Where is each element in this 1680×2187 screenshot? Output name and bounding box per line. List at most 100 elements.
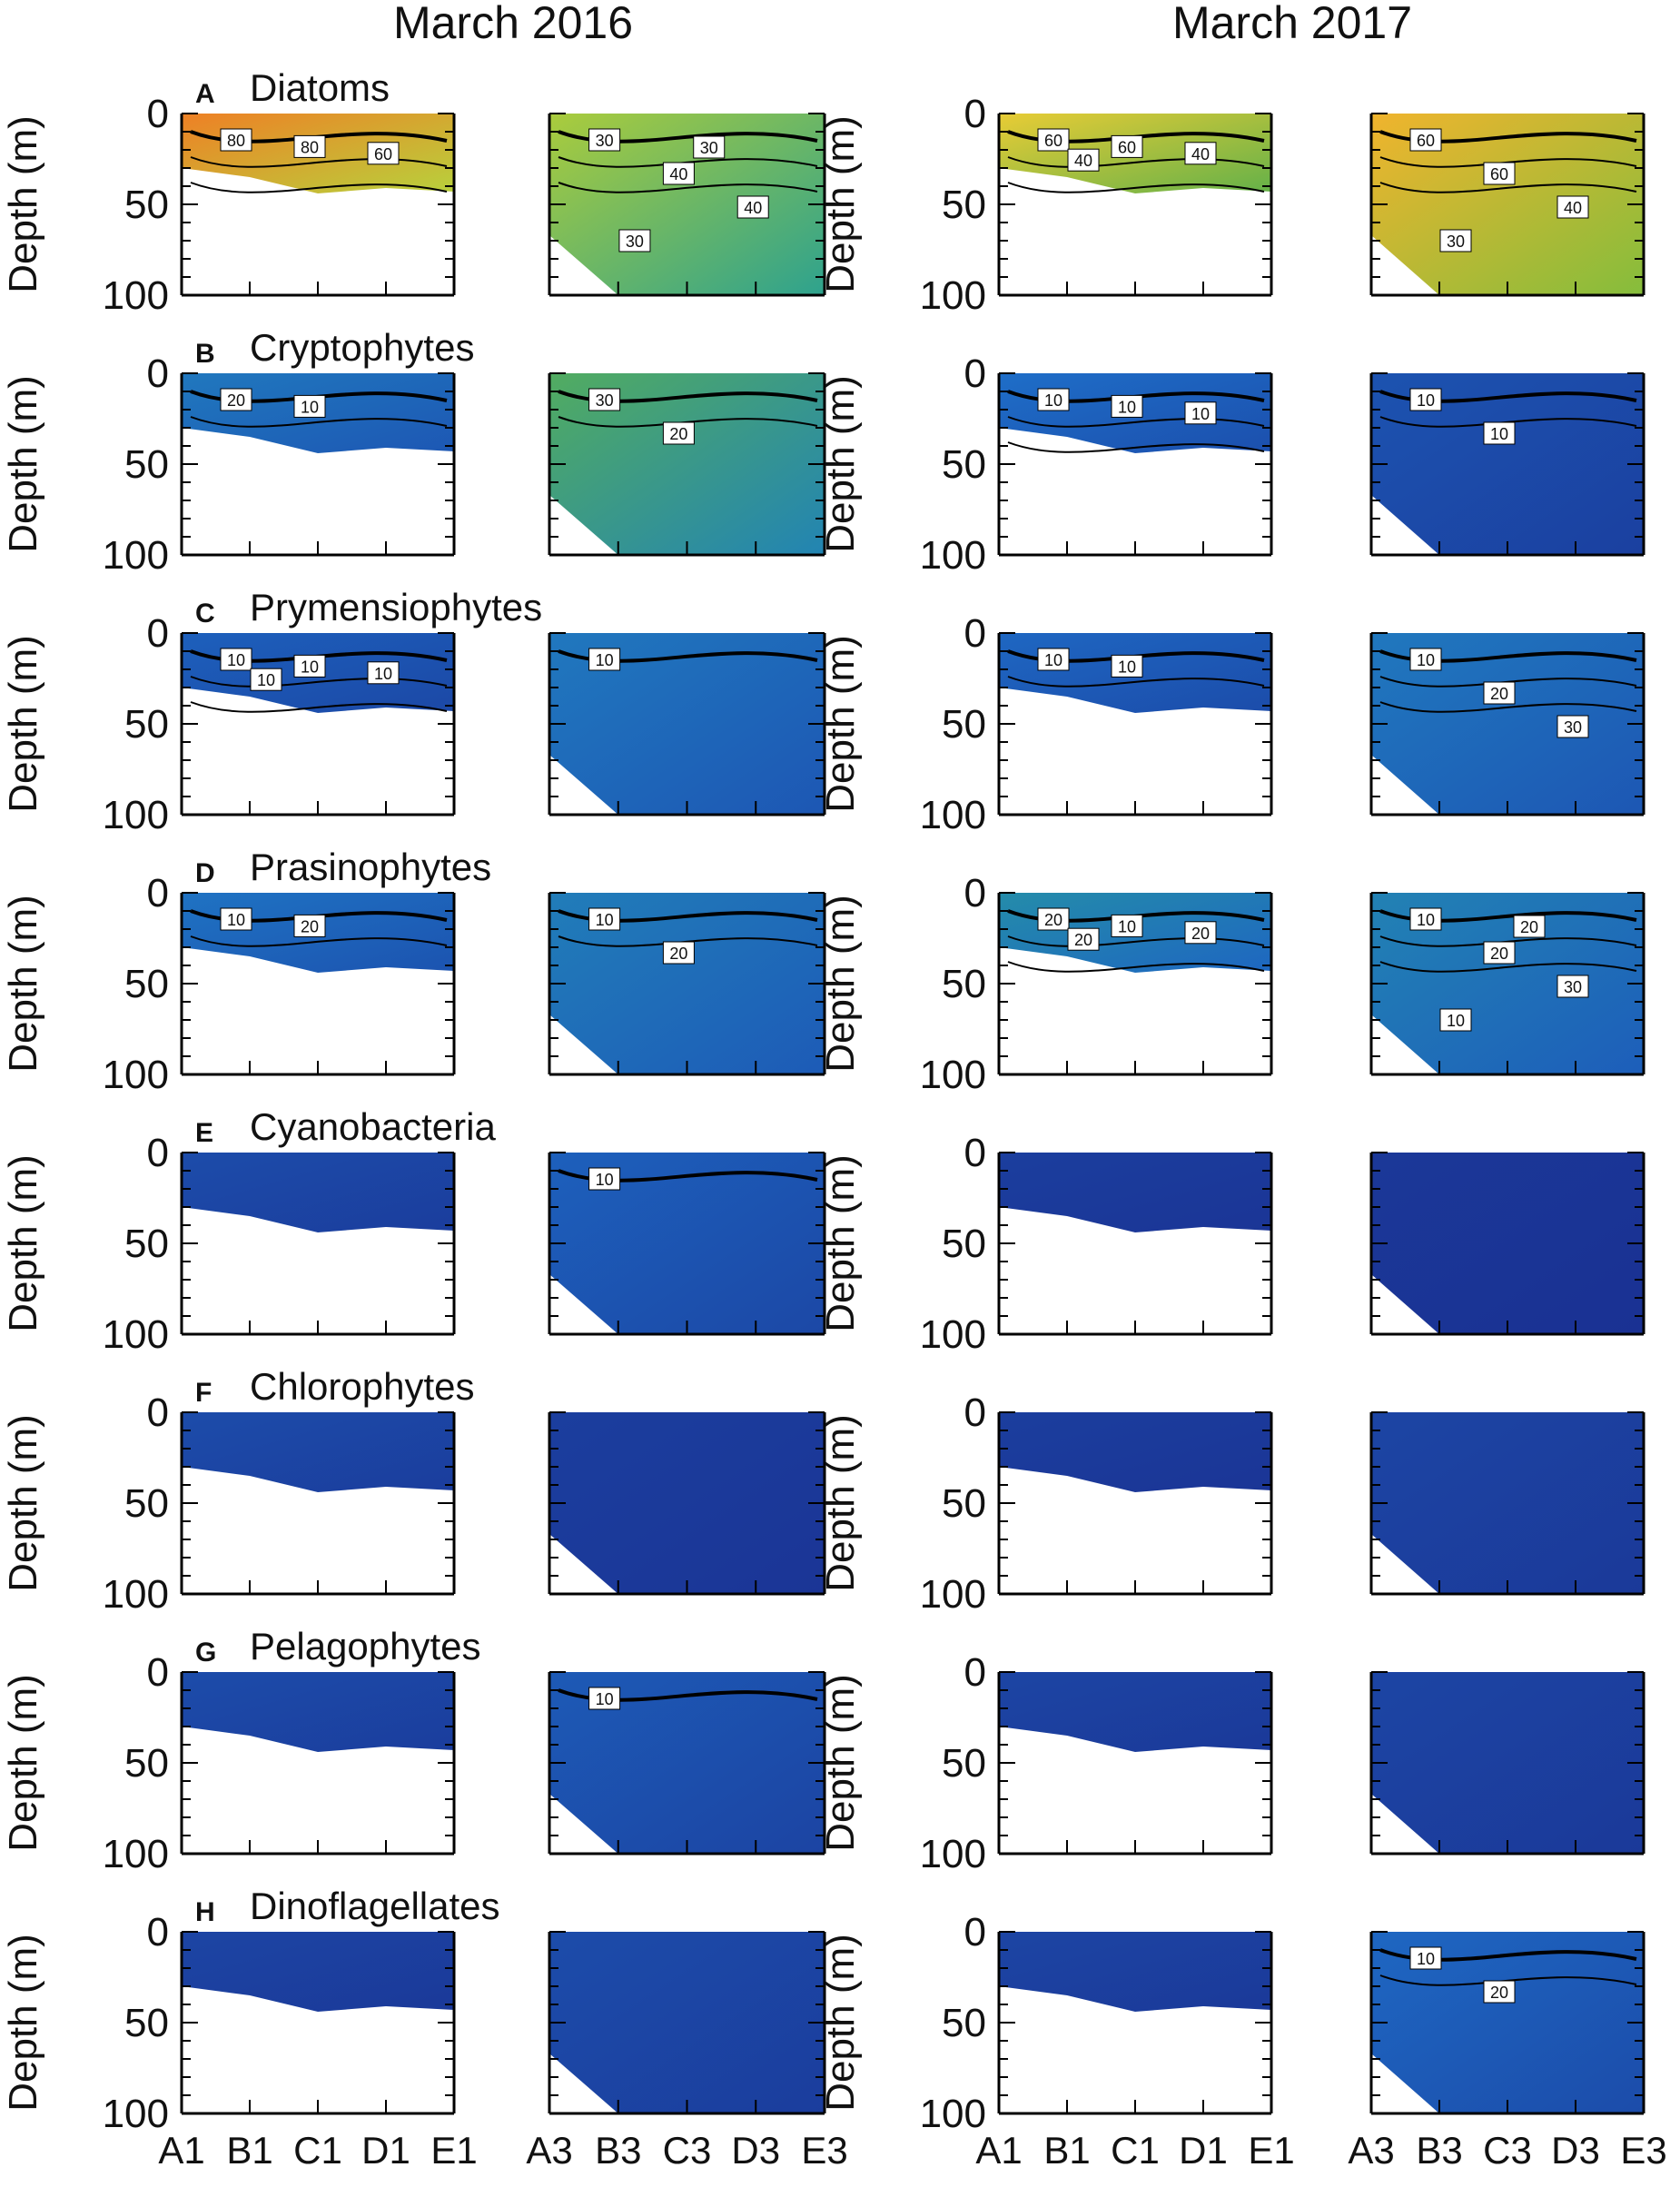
- contour-label: 20: [1490, 685, 1508, 703]
- contour-line: [1007, 156, 1265, 168]
- contour-line: [1007, 441, 1265, 453]
- contour-label: 10: [257, 671, 275, 689]
- contour-label-box: [220, 388, 252, 411]
- contour-line: [1379, 961, 1637, 973]
- panel-title: Cyanobacteria: [250, 1105, 496, 1148]
- contour-line: [1379, 701, 1637, 713]
- contour-line: [1379, 1948, 1637, 1962]
- section-panel: 0 50 100 Depth (m): [818, 1650, 1273, 1876]
- contour-label: 20: [1191, 925, 1210, 943]
- contour-line: [1379, 390, 1637, 403]
- section-panel: 10: [548, 1152, 826, 1336]
- contour-label-box: [293, 654, 326, 678]
- contour-label: 40: [744, 199, 762, 217]
- contour-line: [1379, 909, 1637, 923]
- depth-axis-title: Depth (m): [1, 895, 45, 1073]
- panel-letter: A: [195, 79, 215, 109]
- depth-tick-label: 100: [920, 1053, 986, 1097]
- depth-tick-label: 100: [103, 1832, 169, 1876]
- depth-tick-label: 100: [920, 793, 986, 837]
- contour-line: [190, 182, 448, 193]
- contour-line: [190, 701, 448, 713]
- contour-label-box: [1513, 915, 1546, 938]
- station-tick-label: E3: [1620, 2129, 1666, 2172]
- contour-label: 10: [1118, 917, 1136, 935]
- depth-axis-title: Depth (m): [818, 1674, 863, 1852]
- contour-label: 40: [1564, 199, 1582, 217]
- contour-label-box: [1483, 421, 1516, 445]
- depth-axis-title: Depth (m): [818, 1154, 863, 1332]
- panel-title: Prasinophytes: [250, 846, 491, 888]
- concentration-field: [182, 1412, 454, 1492]
- station-tick-label: D1: [1179, 2129, 1228, 2172]
- section-panel: 60 60 40 30: [1369, 113, 1645, 297]
- contour-label: 10: [1044, 391, 1062, 410]
- contour-label-box: [1409, 128, 1442, 152]
- depth-tick-label: 50: [942, 702, 986, 747]
- panel-letter: C: [195, 599, 215, 628]
- contour-label-box: [588, 907, 621, 931]
- panel-title: Cryptophytes: [250, 326, 474, 369]
- section-panel: A3 B3 C3 D3 E3: [526, 1931, 848, 2172]
- contour-label: 10: [1417, 1950, 1435, 1968]
- contour-label-box: [588, 128, 621, 152]
- concentration-field: [1371, 1153, 1644, 1334]
- depth-tick-label: 50: [942, 442, 986, 487]
- depth-tick-label: 100: [103, 1053, 169, 1097]
- depth-tick-label: 0: [147, 1650, 169, 1695]
- contour-label: 10: [374, 665, 392, 683]
- depth-tick-label: 50: [942, 183, 986, 227]
- depth-tick-label: 50: [124, 442, 169, 487]
- depth-tick-label: 0: [964, 92, 986, 136]
- contour-label-box: [1111, 914, 1143, 937]
- contour-label-box: [1409, 907, 1442, 931]
- contour-label-box: [693, 135, 726, 159]
- depth-tick-label: 0: [147, 1390, 169, 1435]
- section-panel: 10 20 30: [1369, 632, 1645, 816]
- depth-tick-label: 100: [103, 793, 169, 837]
- contour-label: 10: [1417, 911, 1435, 929]
- contour-label-box: [1184, 142, 1217, 165]
- contour-line: [190, 156, 448, 168]
- contour-line: [1007, 182, 1265, 193]
- depth-tick-label: 50: [124, 1222, 169, 1266]
- depth-tick-label: 100: [920, 1572, 986, 1617]
- depth-axis-title: Depth (m): [1, 635, 45, 813]
- station-tick-label: B1: [226, 2129, 272, 2172]
- contour-label-box: [1111, 394, 1143, 418]
- contour-label: 10: [1044, 651, 1062, 669]
- contour-label: 40: [1074, 152, 1092, 170]
- section-panel: [1369, 1152, 1645, 1336]
- contour-label: 30: [1447, 233, 1465, 251]
- depth-tick-label: 0: [964, 871, 986, 915]
- contour-label: 20: [1490, 1984, 1508, 2002]
- concentration-field: [1371, 1412, 1644, 1594]
- depth-axis-title: Depth (m): [818, 1934, 863, 2112]
- depth-axis-title: Depth (m): [818, 375, 863, 553]
- station-tick-label: B3: [1416, 2129, 1462, 2172]
- contour-label-box: [1439, 1008, 1472, 1032]
- contour-label-box: [662, 421, 695, 445]
- contour-label-box: [293, 914, 326, 937]
- station-tick-label: C1: [1111, 2129, 1160, 2172]
- contour-label: 10: [1417, 651, 1435, 669]
- contour-label: 10: [596, 911, 614, 929]
- depth-tick-label: 0: [147, 1910, 169, 1954]
- contour-label-box: [220, 907, 252, 931]
- depth-axis-title: Depth (m): [1, 1414, 45, 1592]
- section-panel: 0 50 100 Depth (m): [1, 1131, 456, 1357]
- concentration-field: [1371, 1672, 1644, 1854]
- contour-label-box: [1483, 1980, 1516, 2004]
- contour-line: [1007, 676, 1265, 688]
- contour-label-box: [367, 142, 400, 165]
- depth-tick-label: 50: [124, 1481, 169, 1526]
- concentration-field: [999, 1672, 1271, 1752]
- contour-line: [558, 909, 818, 923]
- station-tick-label: B1: [1043, 2129, 1090, 2172]
- depth-axis-title: Depth (m): [1, 1934, 45, 2112]
- contour-line: [1379, 182, 1637, 193]
- contour-label: 10: [1118, 658, 1136, 676]
